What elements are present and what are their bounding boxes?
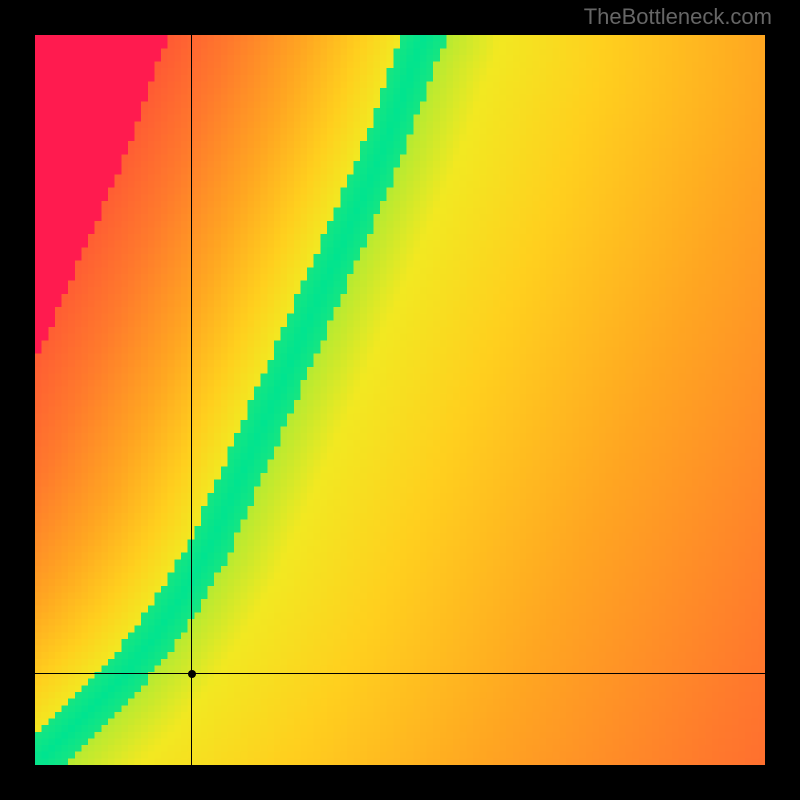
crosshair-vertical [191,35,192,765]
source-watermark: TheBottleneck.com [584,4,772,30]
crosshair-horizontal [35,673,765,674]
crosshair-dot [188,670,196,678]
bottleneck-heatmap [35,35,765,765]
